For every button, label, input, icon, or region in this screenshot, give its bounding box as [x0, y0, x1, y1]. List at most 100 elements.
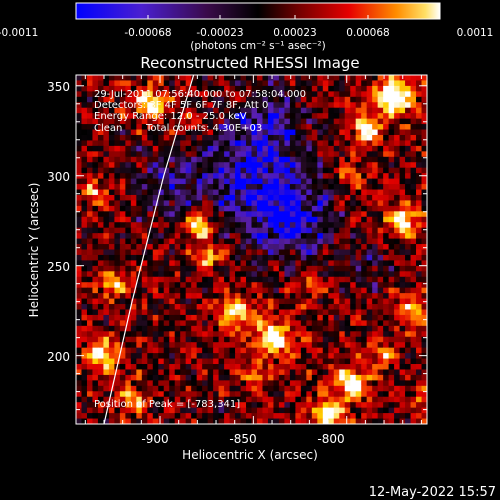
- heatmap-cell: [92, 194, 99, 202]
- heatmap-cell: [218, 238, 225, 245]
- heatmap-cell: [202, 418, 209, 424]
- heatmap-cell: [355, 238, 362, 245]
- heatmap-cell: [174, 200, 181, 207]
- heatmap-cell: [322, 194, 329, 202]
- heatmap-cell: [256, 189, 264, 196]
- heatmap-cell: [383, 342, 390, 349]
- heatmap-cell: [289, 249, 296, 256]
- heatmap-cell: [300, 369, 307, 376]
- heatmap-cell: [136, 124, 143, 131]
- heatmap-cell: [399, 178, 406, 185]
- heatmap-cell: [130, 96, 137, 103]
- heatmap-cell: [256, 287, 264, 294]
- heatmap-cell: [306, 211, 313, 218]
- heatmap-cell: [399, 222, 406, 229]
- heatmap-cell: [350, 156, 357, 163]
- heatmap-cell: [240, 151, 247, 158]
- heatmap-cell: [174, 380, 181, 387]
- heatmap-cell: [262, 194, 269, 202]
- heatmap-cell: [355, 374, 362, 381]
- heatmap-cell: [136, 200, 143, 207]
- heatmap-cell: [114, 276, 121, 283]
- heatmap-cell: [185, 145, 192, 152]
- heatmap-cell: [147, 385, 154, 392]
- heatmap-cell: [213, 309, 220, 316]
- heatmap-cell: [394, 358, 401, 365]
- heatmap-cell: [394, 156, 401, 163]
- heatmap-cell: [256, 304, 264, 311]
- heatmap-cell: [163, 85, 170, 92]
- heatmap-cell: [86, 222, 94, 229]
- heatmap-cell: [207, 200, 214, 207]
- heatmap-cell: [372, 276, 379, 283]
- heatmap-cell: [399, 380, 406, 387]
- heatmap-cell: [383, 211, 390, 218]
- heatmap-cell: [388, 325, 395, 332]
- heatmap-cell: [119, 342, 126, 349]
- heatmap-cell: [267, 413, 275, 420]
- heatmap-cell: [218, 205, 225, 212]
- heatmap-cell: [328, 265, 335, 272]
- heatmap-cell: [350, 222, 357, 229]
- heatmap-cell: [213, 151, 220, 158]
- heatmap-cell: [76, 216, 83, 223]
- heatmap-cell: [76, 227, 83, 234]
- heatmap-cell: [158, 129, 165, 136]
- heatmap-cell: [92, 309, 99, 316]
- heatmap-cell: [416, 298, 423, 305]
- heatmap-cell: [86, 91, 94, 98]
- heatmap-cell: [251, 304, 258, 311]
- heatmap-cell: [130, 107, 137, 114]
- heatmap-cell: [405, 233, 412, 240]
- heatmap-cell: [229, 194, 236, 202]
- heatmap-cell: [174, 194, 181, 202]
- heatmap-cell: [306, 407, 313, 414]
- heatmap-cell: [180, 249, 187, 256]
- heatmap-cell: [405, 118, 412, 125]
- heatmap-cell: [235, 380, 242, 387]
- heatmap-cell: [339, 124, 346, 131]
- heatmap-cell: [147, 156, 154, 163]
- heatmap-cell: [163, 298, 170, 305]
- heatmap-cell: [180, 407, 187, 414]
- heatmap-cell: [405, 304, 412, 311]
- heatmap-cell: [235, 336, 242, 343]
- heatmap-cell: [185, 385, 192, 392]
- heatmap-cell: [306, 260, 313, 267]
- heatmap-cell: [284, 134, 291, 142]
- heatmap-cell: [158, 385, 165, 392]
- heatmap-cell: [108, 271, 115, 278]
- heatmap-cell: [262, 156, 269, 163]
- heatmap-cell: [235, 244, 242, 251]
- heatmap-cell: [289, 254, 296, 261]
- heatmap-cell: [196, 227, 203, 234]
- heatmap-cell: [289, 124, 296, 131]
- heatmap-cell: [256, 271, 264, 278]
- heatmap-cell: [333, 385, 340, 392]
- heatmap-cell: [224, 276, 231, 283]
- heatmap-cell: [108, 293, 115, 300]
- heatmap-cell: [196, 211, 203, 218]
- heatmap-cell: [372, 91, 379, 98]
- heatmap-cell: [273, 265, 280, 272]
- heatmap-cell: [218, 156, 225, 163]
- heatmap-cell: [251, 200, 258, 207]
- heatmap-cell: [147, 391, 154, 398]
- heatmap-cell: [295, 85, 302, 92]
- heatmap-cell: [372, 353, 379, 360]
- heatmap-cell: [136, 145, 143, 152]
- heatmap-cell: [322, 222, 329, 229]
- heatmap-cell: [394, 118, 401, 125]
- heatmap-cell: [344, 271, 351, 278]
- heatmap-cell: [388, 254, 395, 261]
- heatmap-cell: [103, 222, 110, 229]
- heatmap-cell: [114, 407, 121, 414]
- heatmap-cell: [394, 238, 401, 245]
- heatmap-cell: [317, 407, 324, 414]
- heatmap-cell: [240, 374, 247, 381]
- heatmap-cell: [311, 407, 318, 414]
- heatmap-cell: [246, 129, 253, 136]
- heatmap-cell: [191, 418, 198, 424]
- heatmap-cell: [278, 140, 285, 147]
- heatmap-cell: [174, 118, 181, 125]
